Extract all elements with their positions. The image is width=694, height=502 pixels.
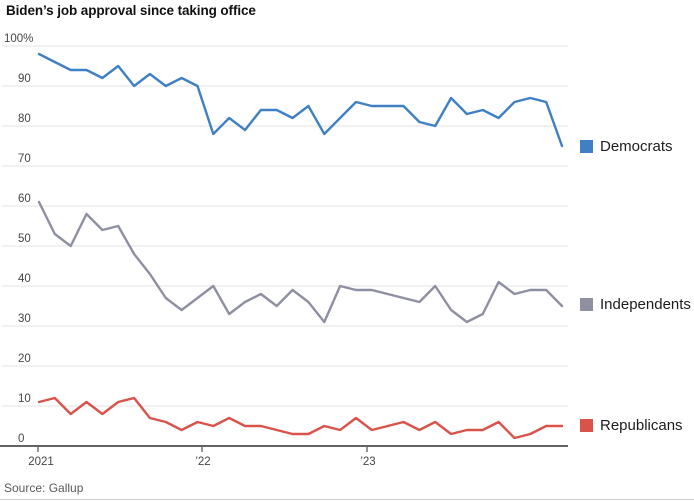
y-axis-tick-label: 30 <box>18 313 31 325</box>
legend-item-democrats: Democrats <box>580 138 673 155</box>
legend-item-independents: Independents <box>580 296 691 313</box>
y-axis-tick-label: 10 <box>18 393 31 405</box>
y-axis-tick-label: 90 <box>18 73 31 85</box>
y-axis-tick-label: 20 <box>18 353 31 365</box>
source-attribution: Source: Gallup <box>4 481 84 495</box>
x-axis-tick-label: ’23 <box>360 456 375 468</box>
legend-label-republicans: Republicans <box>600 417 683 434</box>
y-axis-tick-label: 0 <box>18 433 24 445</box>
y-axis-tick-label: 70 <box>18 153 31 165</box>
x-axis-tick-label: ’22 <box>195 456 210 468</box>
y-axis-tick-label: 80 <box>18 113 31 125</box>
y-axis-tick-label: 60 <box>18 193 31 205</box>
democrats-swatch-icon <box>580 140 593 153</box>
democrats-line <box>37 52 564 148</box>
republicans-swatch-icon <box>580 419 593 432</box>
x-axis-tick-label: 2021 <box>28 456 54 468</box>
legend-label-democrats: Democrats <box>600 138 673 155</box>
republicans-line <box>37 396 564 440</box>
independents-line <box>37 200 564 324</box>
y-axis-tick-label: 50 <box>18 233 31 245</box>
bottom-divider <box>0 499 694 500</box>
approval-line-chart: 0 10 20 30 40 50 60 70 80 90 100% 2021 ’22 ’23 <box>0 33 568 468</box>
chart-title: Biden’s job approval since taking office <box>6 3 256 18</box>
legend-item-republicans: Republicans <box>580 417 683 434</box>
legend-label-independents: Independents <box>600 296 691 313</box>
y-axis-tick-label: 100% <box>4 33 33 45</box>
y-axis-tick-label: 40 <box>18 273 31 285</box>
independents-swatch-icon <box>580 298 593 311</box>
